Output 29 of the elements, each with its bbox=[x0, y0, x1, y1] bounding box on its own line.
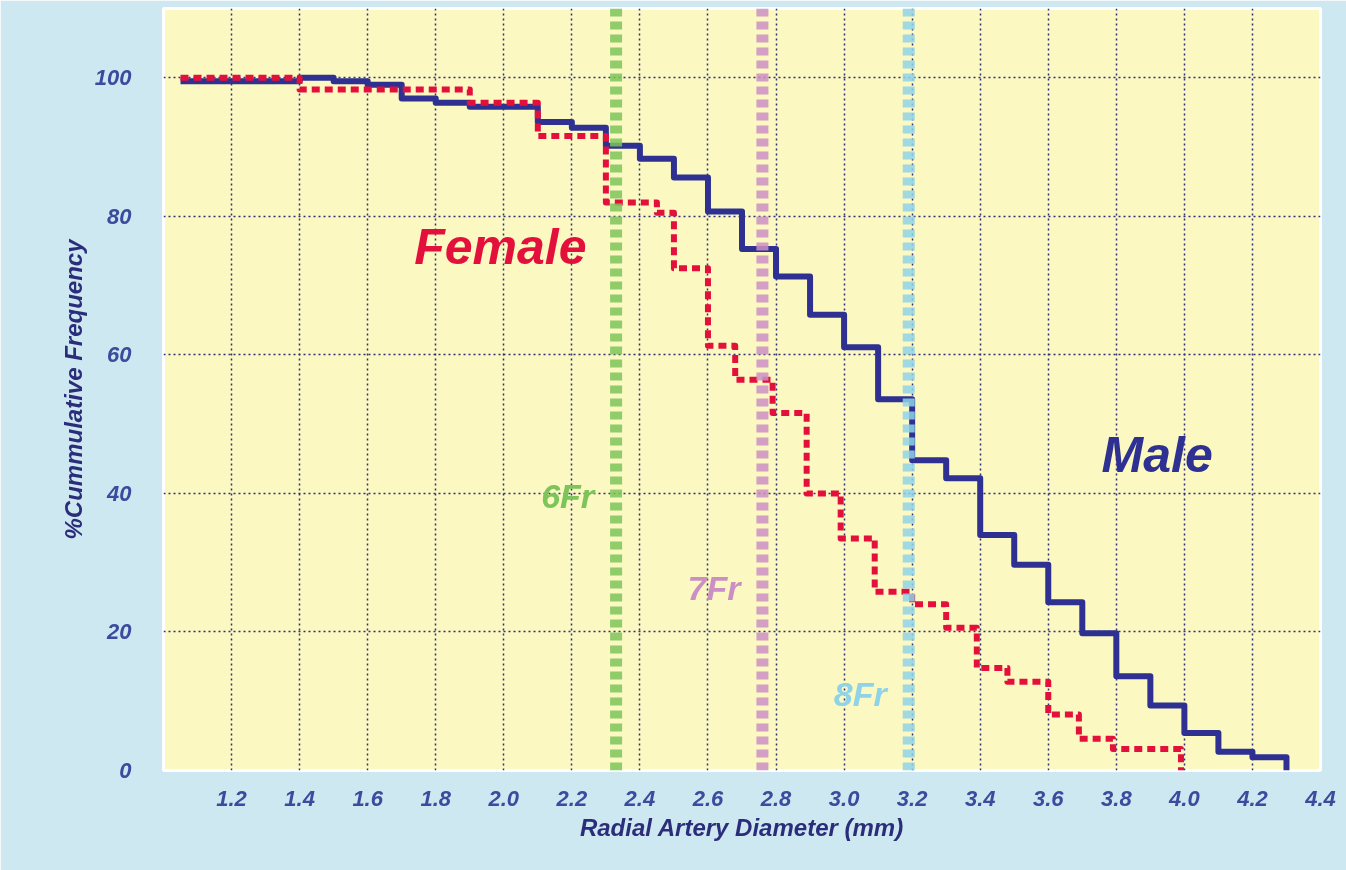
x-tick-label: 3.6 bbox=[1032, 785, 1065, 811]
x-tick-label: 1.4 bbox=[284, 785, 315, 811]
ref-line-label: 7Fr bbox=[687, 568, 743, 607]
x-tick-label: 3.8 bbox=[1101, 785, 1133, 811]
y-tick-label: 40 bbox=[106, 480, 133, 506]
y-tick-label: 80 bbox=[107, 203, 133, 229]
x-tick-label: 4.0 bbox=[1168, 785, 1201, 811]
x-tick-label: 1.2 bbox=[216, 785, 248, 811]
x-tick-label: 3.0 bbox=[828, 785, 861, 811]
y-axis-title: %Cummulative Frequency bbox=[59, 237, 87, 540]
x-axis-title: Radial Artery Diameter (mm) bbox=[579, 813, 904, 841]
x-tick-label: 2.6 bbox=[691, 785, 725, 811]
y-tick-label: 20 bbox=[106, 619, 133, 645]
x-tick-label: 2.2 bbox=[555, 785, 588, 811]
x-tick-label: 3.4 bbox=[964, 785, 996, 811]
y-tick-label: 0 bbox=[119, 758, 133, 783]
x-tick-label: 1.8 bbox=[420, 785, 452, 811]
y-tick-label: 100 bbox=[94, 65, 133, 91]
x-tick-label: 2.4 bbox=[623, 785, 656, 811]
x-tick-label: 4.4 bbox=[1304, 785, 1336, 811]
x-tick-label: 2.8 bbox=[759, 785, 793, 811]
x-tick-label: 1.6 bbox=[352, 785, 384, 811]
ref-line-label: 8Fr bbox=[833, 675, 889, 714]
y-tick-label: 60 bbox=[107, 342, 133, 368]
series-label: Male bbox=[1101, 427, 1213, 484]
x-tick-label: 4.2 bbox=[1236, 785, 1269, 811]
x-tick-label: 2.0 bbox=[487, 785, 520, 811]
series-label: Female bbox=[414, 219, 587, 276]
x-tick-label: 3.2 bbox=[896, 785, 929, 811]
